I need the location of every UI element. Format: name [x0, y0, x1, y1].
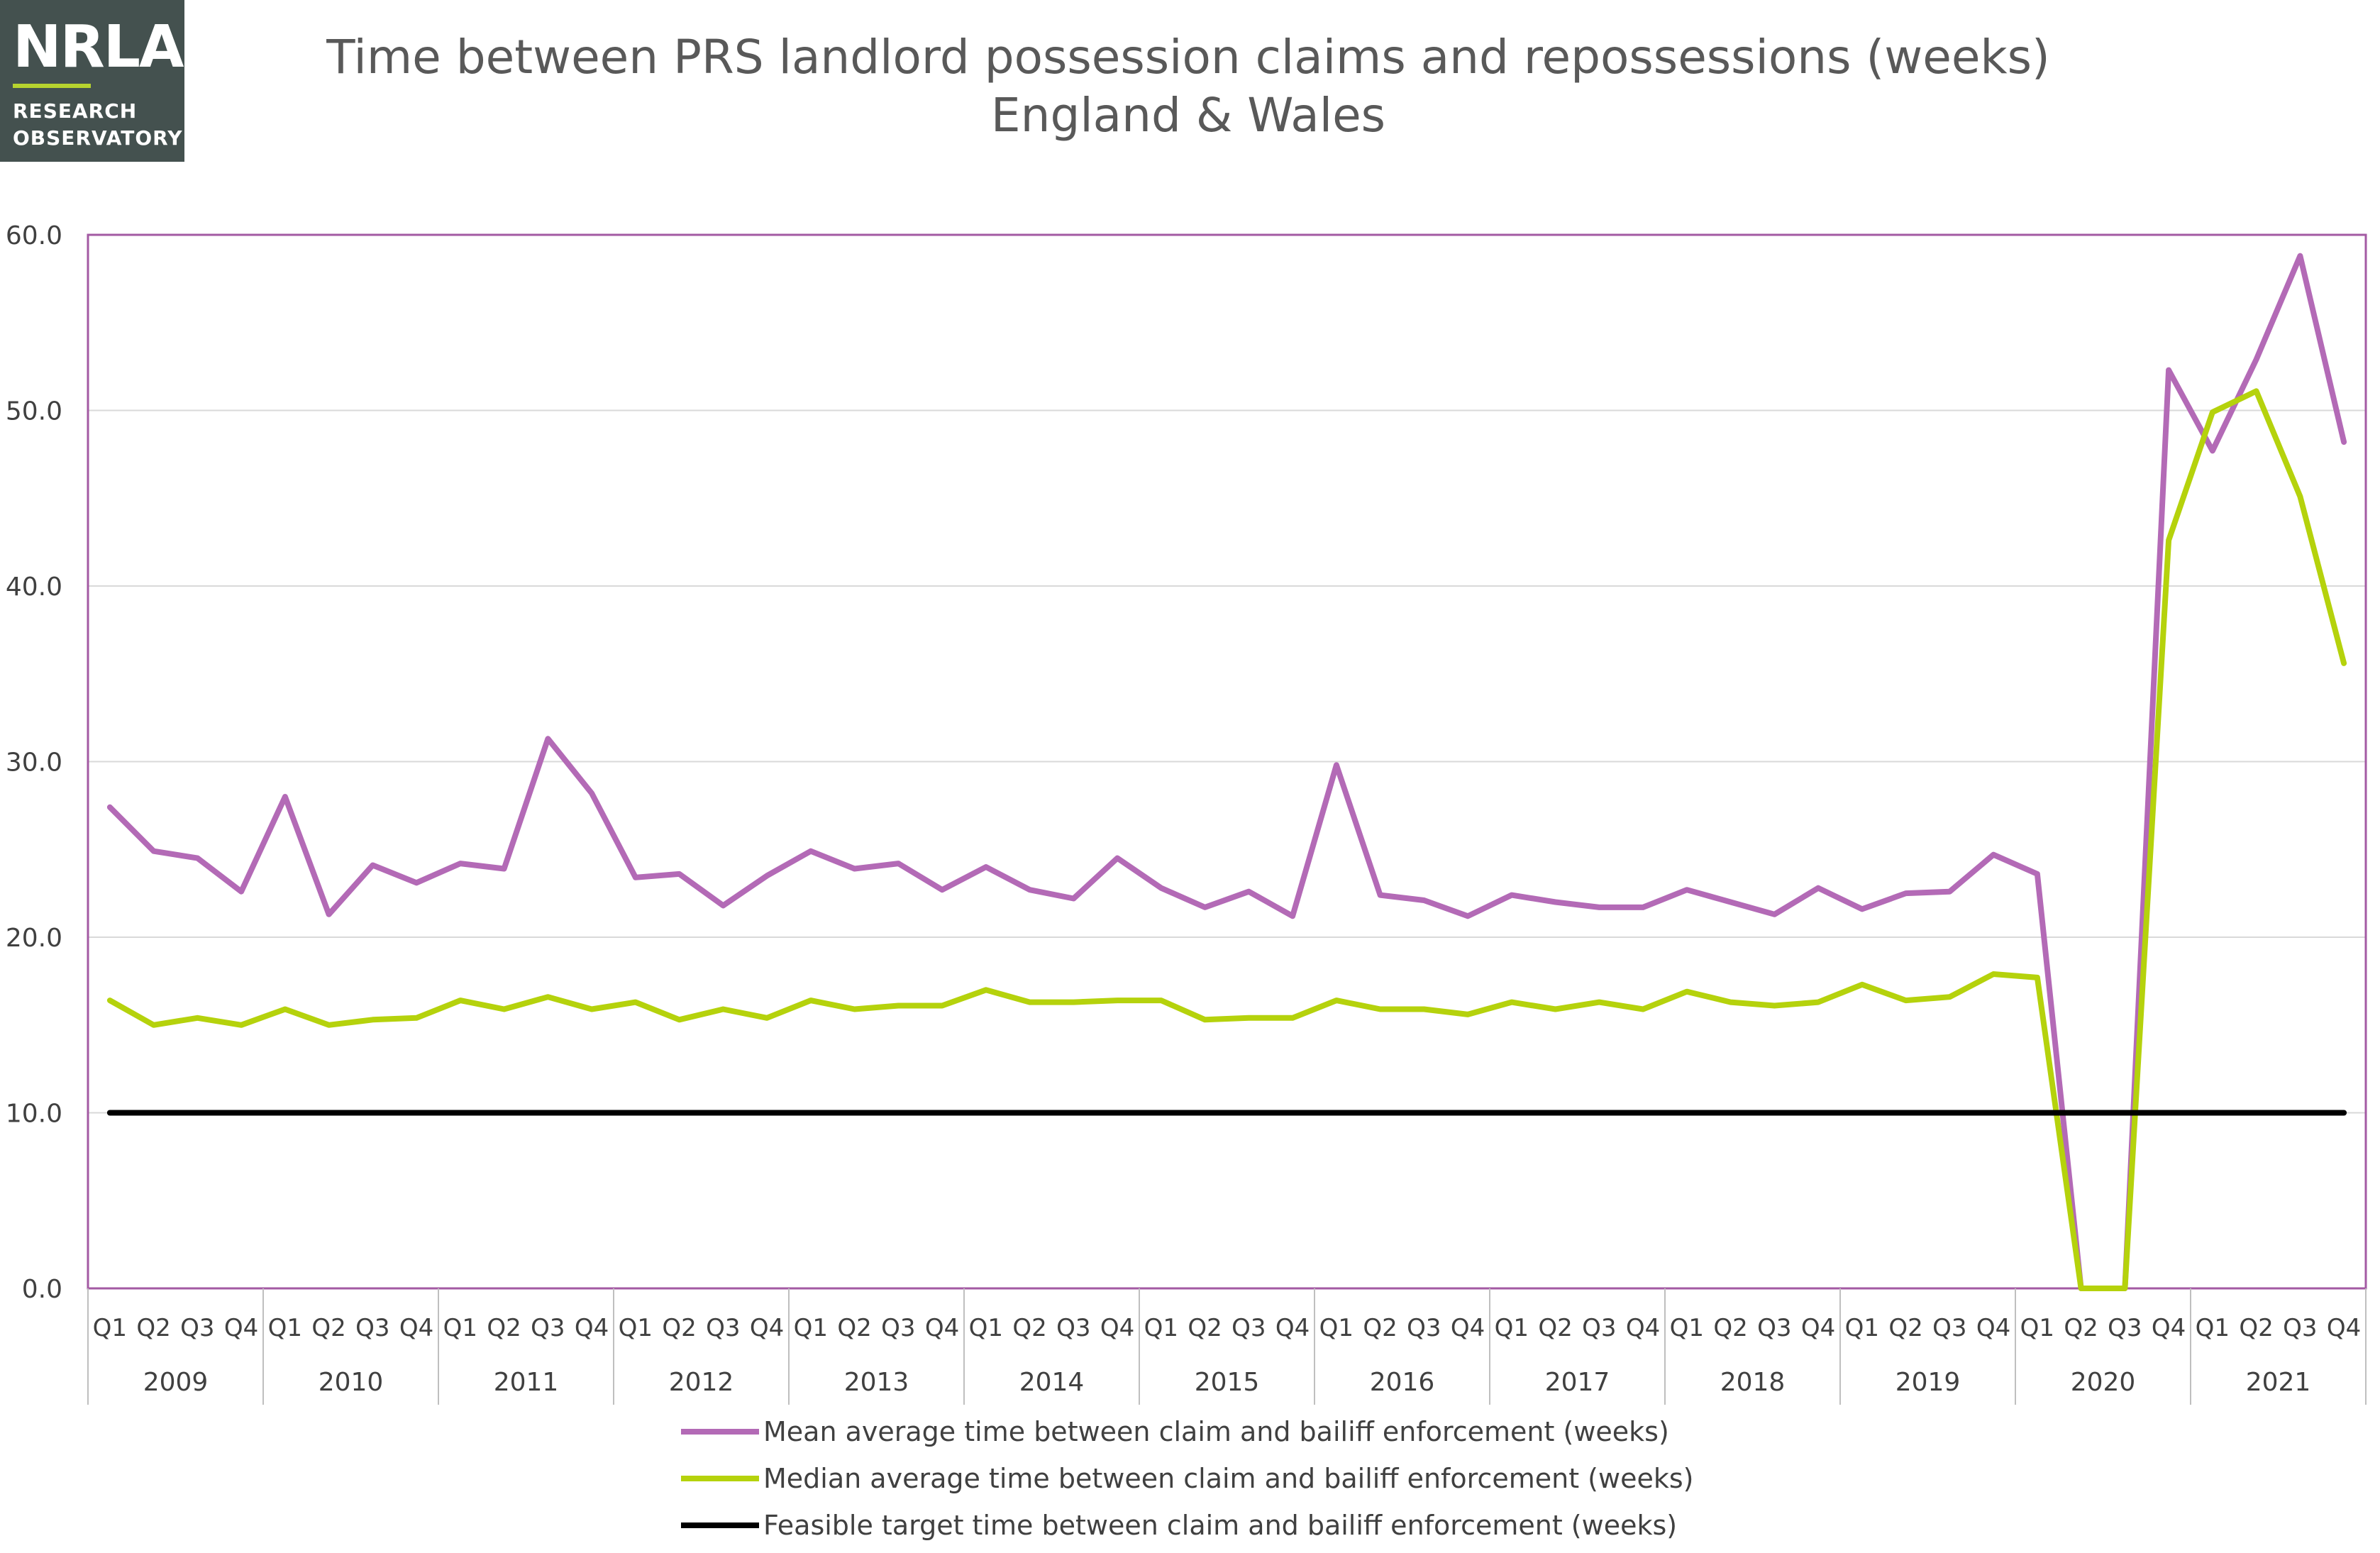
x-tick-label-quarter: Q2 [662, 1314, 696, 1342]
x-tick-label-year: 2020 [2071, 1368, 2136, 1397]
x-tick-label-quarter: Q3 [881, 1314, 915, 1342]
legend-swatch-target [681, 1522, 759, 1528]
x-tick-label-quarter: Q2 [1538, 1314, 1572, 1342]
x-tick-label-year: 2017 [1545, 1368, 1610, 1397]
x-tick-label-quarter: Q1 [969, 1314, 1003, 1342]
x-tick-label-quarter: Q4 [1626, 1314, 1660, 1342]
x-tick-label-year: 2013 [844, 1368, 909, 1397]
x-tick-label-quarter: Q4 [1275, 1314, 1310, 1342]
x-tick-label-quarter: Q4 [2327, 1314, 2361, 1342]
x-tick-label-quarter: Q1 [1845, 1314, 1879, 1342]
x-tick-label-quarter: Q2 [311, 1314, 345, 1342]
x-tick-label-quarter: Q4 [575, 1314, 609, 1342]
legend-swatch-median [681, 1476, 759, 1481]
x-tick-label-year: 2009 [143, 1368, 209, 1397]
legend-label-mean: Mean average time between claim and bail… [763, 1416, 1669, 1447]
x-tick-label-quarter: Q3 [1407, 1314, 1441, 1342]
x-tick-label-quarter: Q2 [1012, 1314, 1046, 1342]
x-tick-label-quarter: Q4 [1100, 1314, 1134, 1342]
x-tick-label-quarter: Q3 [1056, 1314, 1090, 1342]
logo-underline [13, 84, 91, 88]
y-tick-label: 30.0 [6, 748, 62, 778]
x-tick-label-quarter: Q1 [2196, 1314, 2230, 1342]
x-tick-label-quarter: Q2 [1713, 1314, 1747, 1342]
legend: Mean average time between claim and bail… [681, 1408, 1693, 1549]
legend-label-median: Median average time between claim and ba… [763, 1463, 1694, 1494]
legend-item-median: Median average time between claim and ba… [681, 1455, 1693, 1502]
x-tick-label-quarter: Q1 [1144, 1314, 1178, 1342]
x-tick-label-year: 2016 [1370, 1368, 1435, 1397]
x-tick-label-quarter: Q4 [2152, 1314, 2186, 1342]
series-line-1 [106, 253, 2347, 1291]
x-tick-label-quarter: Q2 [2239, 1314, 2273, 1342]
x-tick-label-year: 2014 [1019, 1368, 1085, 1397]
x-tick-label-quarter: Q3 [1757, 1314, 1791, 1342]
x-tick-label-quarter: Q1 [93, 1314, 127, 1342]
logo-mark: NRLA [13, 13, 184, 81]
x-tick-label-quarter: Q3 [1231, 1314, 1266, 1342]
x-tick-label-quarter: Q4 [1451, 1314, 1485, 1342]
x-tick-label-quarter: Q1 [1670, 1314, 1704, 1342]
x-tick-label-year: 2011 [494, 1368, 559, 1397]
series-line-2 [106, 388, 2347, 1291]
x-tick-label-quarter: Q2 [487, 1314, 521, 1342]
x-tick-label-year: 2010 [319, 1368, 384, 1397]
legend-swatch-mean [681, 1429, 759, 1435]
x-tick-label-year: 2021 [2246, 1368, 2311, 1397]
x-tick-label-quarter: Q4 [925, 1314, 959, 1342]
legend-item-mean: Mean average time between claim and bail… [681, 1408, 1693, 1455]
x-tick-label-quarter: Q4 [224, 1314, 258, 1342]
x-tick-label-quarter: Q3 [1582, 1314, 1616, 1342]
y-tick-label: 60.0 [6, 221, 62, 250]
x-tick-label-quarter: Q2 [837, 1314, 871, 1342]
x-tick-label-quarter: Q2 [1888, 1314, 1922, 1342]
x-tick-label-quarter: Q2 [1363, 1314, 1397, 1342]
x-tick-label-quarter: Q2 [1188, 1314, 1222, 1342]
chart-subtitle: England & Wales [990, 88, 1386, 143]
x-tick-label-quarter: Q3 [2283, 1314, 2317, 1342]
x-tick-label-quarter: Q1 [2020, 1314, 2054, 1342]
x-tick-label-year: 2018 [1720, 1368, 1786, 1397]
y-tick-label: 40.0 [6, 573, 62, 602]
x-tick-label-quarter: Q3 [1932, 1314, 1966, 1342]
y-tick-label: 10.0 [6, 1100, 62, 1129]
chart-title: Time between PRS landlord possession cla… [326, 30, 2050, 84]
x-tick-label-quarter: Q1 [1319, 1314, 1354, 1342]
x-tick-label-quarter: Q1 [619, 1314, 653, 1342]
x-tick-label-year: 2012 [669, 1368, 734, 1397]
x-tick-label-quarter: Q3 [706, 1314, 740, 1342]
x-tick-label-quarter: Q1 [1495, 1314, 1529, 1342]
x-tick-label-quarter: Q1 [443, 1314, 477, 1342]
x-tick-label-quarter: Q1 [268, 1314, 302, 1342]
x-tick-label-quarter: Q4 [1976, 1314, 2010, 1342]
x-tick-label-quarter: Q2 [136, 1314, 170, 1342]
x-tick-label-quarter: Q3 [531, 1314, 565, 1342]
x-tick-label-year: 2019 [1895, 1368, 1961, 1397]
logo-line-observatory: OBSERVATORY [13, 126, 183, 150]
x-tick-label-year: 2015 [1195, 1368, 1260, 1397]
y-tick-label: 0.0 [22, 1275, 62, 1304]
plot-border [87, 233, 2367, 1290]
legend-label-target: Feasible target time between claim and b… [763, 1510, 1678, 1541]
x-tick-label-quarter: Q4 [399, 1314, 433, 1342]
x-tick-label-quarter: Q3 [355, 1314, 389, 1342]
y-tick-label: 20.0 [6, 924, 62, 953]
legend-item-target: Feasible target time between claim and b… [681, 1502, 1693, 1549]
x-tick-label-quarter: Q2 [2064, 1314, 2098, 1342]
x-tick-label-quarter: Q4 [1801, 1314, 1835, 1342]
x-tick-label-quarter: Q4 [750, 1314, 784, 1342]
nrla-logo: NRLA RESEARCH OBSERVATORY [0, 0, 184, 162]
x-tick-label-quarter: Q3 [180, 1314, 214, 1342]
logo-line-research: RESEARCH [13, 99, 138, 123]
x-tick-label-quarter: Q1 [794, 1314, 828, 1342]
y-tick-label: 50.0 [6, 397, 62, 426]
x-tick-label-quarter: Q3 [2108, 1314, 2142, 1342]
